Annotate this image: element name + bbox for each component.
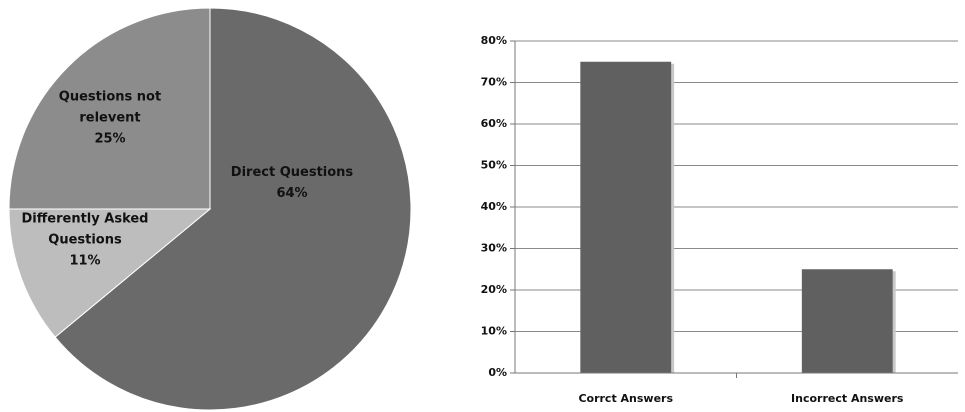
bar xyxy=(580,61,672,373)
pie-slice-label: Questions not xyxy=(59,90,161,105)
y-tick-label: 30% xyxy=(481,242,507,255)
y-tick-label: 50% xyxy=(481,159,507,172)
bar-chart: 0% 10% 20% 30% 40% 50% 60% 70% 80% Corrct Answer… xyxy=(481,34,958,405)
y-tick-label: 10% xyxy=(481,325,507,338)
y-tick-label: 80% xyxy=(481,34,507,47)
pie-slice xyxy=(54,7,412,411)
pie-slice-value-label: 25% xyxy=(94,132,125,147)
x-category-label: Incorrect Answers xyxy=(791,392,904,405)
pie-slice-label: Differently Asked xyxy=(22,212,149,227)
pie-slices xyxy=(8,7,412,411)
pie-slice-label: Direct Questions xyxy=(231,165,354,180)
axes xyxy=(510,40,958,378)
y-tick-label: 40% xyxy=(481,200,507,213)
y-tick-label: 20% xyxy=(481,283,507,296)
pie-slice-value-label: 11% xyxy=(69,254,100,269)
y-tick-label: 70% xyxy=(481,76,507,89)
pie-slice-value-label: 64% xyxy=(276,186,307,201)
bar xyxy=(801,269,893,373)
y-axis-tick-labels: 0% 10% 20% 30% 40% 50% 60% 70% 80% xyxy=(481,34,507,379)
bars xyxy=(580,61,896,373)
pie-chart: Direct Questions 64% Differently Asked Ques… xyxy=(8,7,412,411)
x-axis-category-labels: Corrct Answers Incorrect Answers xyxy=(578,392,903,405)
y-tick-label: 0% xyxy=(488,366,507,379)
x-category-label: Corrct Answers xyxy=(578,392,673,405)
pie-labels: Direct Questions 64% Differently Asked Ques… xyxy=(22,90,354,269)
pie-slice xyxy=(8,7,211,210)
pie-slice xyxy=(8,208,212,338)
pie-slice-label: Questions xyxy=(48,233,122,248)
pie-slice-label: relevent xyxy=(79,111,140,126)
y-tick-label: 60% xyxy=(481,117,507,130)
